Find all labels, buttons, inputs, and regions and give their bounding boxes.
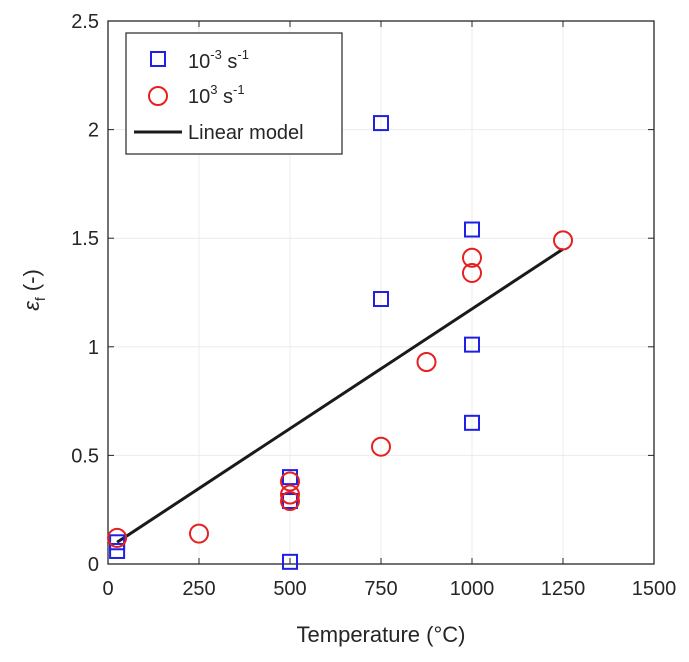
data-point-square — [464, 414, 480, 431]
x-tick-label: 1250 — [541, 578, 586, 600]
legend: 10-3 s-1 103 s-1 Linear model — [125, 32, 343, 155]
data-point-circle — [371, 436, 391, 457]
y-axis-label: εf (-) — [19, 269, 48, 311]
x-tick-label: 1000 — [450, 578, 495, 600]
legend-label-linear-model: Linear model — [188, 122, 304, 144]
y-tick-label: 2 — [88, 120, 99, 142]
data-point-circle — [553, 230, 573, 251]
data-point-square — [373, 291, 389, 308]
svg-text:εf(-): εf (-) — [19, 269, 48, 311]
data-point-circle — [416, 352, 437, 373]
x-tick-label: 0 — [102, 578, 113, 600]
legend-box — [125, 32, 343, 155]
data-point-square — [464, 336, 480, 353]
data-point-square — [373, 115, 389, 132]
y-tick-label: 0 — [88, 554, 99, 576]
data-point-circle — [280, 491, 300, 512]
y-tick-label: 0.5 — [71, 445, 99, 467]
x-tick-label: 500 — [273, 578, 306, 600]
legend-marker-square — [150, 51, 166, 67]
y-tick-label: 2.5 — [71, 11, 99, 33]
y-tick-label: 1 — [88, 337, 99, 359]
x-tick-label: 1500 — [632, 578, 677, 600]
legend-marker-circle — [148, 86, 168, 106]
y-axis-label-subscript: f — [32, 297, 48, 301]
plot-area-data — [107, 115, 573, 570]
x-tick-label: 250 — [182, 578, 215, 600]
x-tick-label: 750 — [364, 578, 397, 600]
data-point-circle — [280, 471, 300, 492]
data-point-square — [464, 221, 480, 238]
data-point-circle — [280, 484, 300, 505]
y-tick-label: 1.5 — [71, 228, 99, 250]
data-point-square — [109, 542, 126, 559]
data-point-circle — [189, 523, 209, 544]
linear-model-line — [116, 247, 564, 544]
x-axis-label: Temperature (°C) — [297, 622, 466, 647]
data-point-circle — [462, 262, 482, 283]
data-point-circle — [107, 527, 128, 548]
data-point-circle — [462, 247, 482, 268]
data-point-square — [282, 553, 298, 570]
y-axis-label-symbol: ε — [19, 301, 44, 311]
y-axis-label-unit: (-) — [19, 269, 44, 291]
tick-labels: 0 250 500 750 1000 1250 1500 0 0.5 1 1.5 2 2.5 — [71, 11, 676, 600]
axes — [107, 20, 655, 565]
